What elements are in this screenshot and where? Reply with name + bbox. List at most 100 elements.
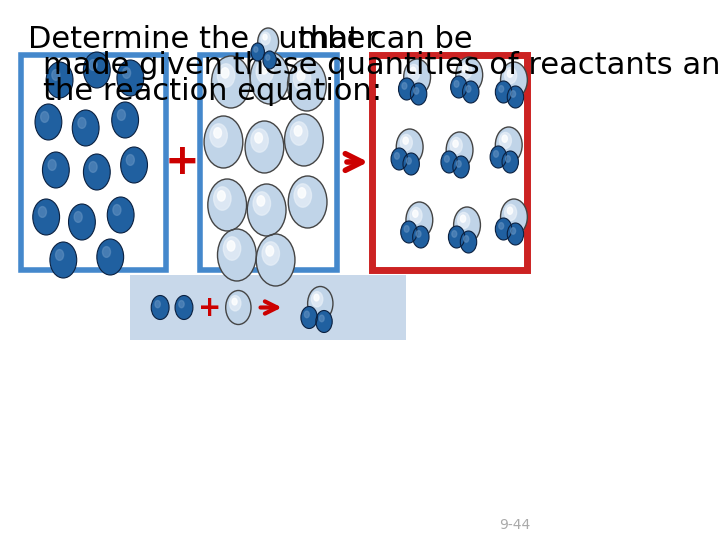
Circle shape (458, 212, 469, 228)
Circle shape (284, 114, 323, 166)
Circle shape (404, 226, 409, 232)
Circle shape (462, 65, 468, 72)
Circle shape (107, 197, 134, 233)
Circle shape (495, 81, 512, 103)
Circle shape (508, 207, 513, 214)
Circle shape (398, 78, 415, 100)
Text: the reaction equation:: the reaction equation: (43, 78, 382, 106)
Circle shape (404, 59, 431, 95)
Circle shape (117, 60, 144, 96)
Circle shape (293, 67, 311, 90)
Circle shape (221, 68, 229, 78)
Circle shape (214, 187, 231, 210)
Circle shape (113, 205, 121, 215)
Circle shape (505, 68, 517, 84)
Circle shape (416, 231, 421, 237)
Circle shape (453, 140, 458, 147)
Circle shape (258, 28, 279, 56)
Circle shape (396, 129, 423, 165)
Circle shape (298, 188, 306, 198)
Circle shape (446, 132, 473, 168)
Circle shape (254, 47, 258, 52)
Circle shape (453, 156, 469, 178)
Circle shape (502, 135, 508, 143)
Circle shape (89, 161, 97, 172)
Circle shape (294, 126, 302, 136)
Circle shape (210, 124, 228, 147)
Circle shape (55, 249, 63, 260)
Circle shape (228, 241, 235, 251)
Circle shape (510, 91, 516, 97)
Circle shape (42, 152, 69, 188)
Circle shape (74, 212, 82, 222)
Circle shape (499, 222, 504, 229)
Circle shape (307, 287, 333, 321)
Circle shape (38, 207, 47, 218)
Circle shape (84, 52, 110, 88)
Circle shape (508, 70, 513, 77)
Circle shape (155, 301, 161, 308)
Circle shape (217, 191, 225, 201)
Circle shape (223, 237, 240, 260)
Circle shape (456, 160, 462, 167)
Circle shape (212, 56, 251, 108)
Circle shape (401, 221, 417, 243)
FancyBboxPatch shape (21, 55, 166, 270)
Circle shape (505, 156, 510, 162)
Circle shape (305, 311, 310, 318)
Circle shape (52, 70, 60, 80)
Circle shape (263, 51, 276, 69)
Circle shape (508, 86, 523, 108)
Circle shape (179, 301, 184, 308)
Circle shape (450, 137, 462, 153)
Circle shape (495, 127, 522, 163)
Circle shape (395, 153, 400, 159)
Circle shape (493, 151, 498, 157)
Text: made given these quantities of reactants and: made given these quantities of reactants… (43, 51, 720, 80)
Circle shape (256, 60, 274, 83)
Circle shape (456, 57, 482, 93)
Circle shape (319, 315, 324, 322)
Circle shape (217, 229, 256, 281)
Circle shape (102, 247, 110, 258)
Circle shape (72, 110, 99, 146)
Circle shape (410, 67, 415, 75)
Circle shape (454, 80, 459, 87)
Circle shape (460, 231, 477, 253)
Circle shape (500, 62, 527, 98)
Circle shape (266, 55, 270, 60)
Circle shape (247, 184, 286, 236)
Circle shape (290, 122, 307, 145)
Circle shape (251, 129, 269, 152)
Circle shape (260, 64, 268, 74)
Circle shape (402, 83, 407, 89)
Circle shape (50, 242, 77, 278)
Text: Determine the number: Determine the number (28, 25, 378, 55)
Circle shape (508, 223, 523, 245)
Circle shape (451, 76, 467, 98)
Text: that can be: that can be (298, 25, 472, 55)
Circle shape (314, 294, 319, 301)
Circle shape (68, 204, 95, 240)
Circle shape (251, 43, 264, 61)
Circle shape (312, 292, 323, 307)
Circle shape (253, 192, 271, 215)
Circle shape (230, 295, 241, 311)
Circle shape (414, 87, 419, 94)
Circle shape (464, 235, 469, 242)
Circle shape (294, 184, 312, 207)
Circle shape (261, 32, 270, 45)
Circle shape (78, 118, 86, 129)
Circle shape (502, 151, 518, 173)
Circle shape (208, 179, 246, 231)
Circle shape (121, 147, 148, 183)
Circle shape (452, 231, 456, 237)
Circle shape (46, 62, 73, 98)
FancyBboxPatch shape (372, 55, 527, 270)
Circle shape (255, 133, 263, 143)
Circle shape (403, 153, 419, 175)
Circle shape (112, 102, 138, 138)
Circle shape (288, 176, 327, 228)
Circle shape (490, 146, 506, 168)
FancyBboxPatch shape (130, 275, 406, 340)
